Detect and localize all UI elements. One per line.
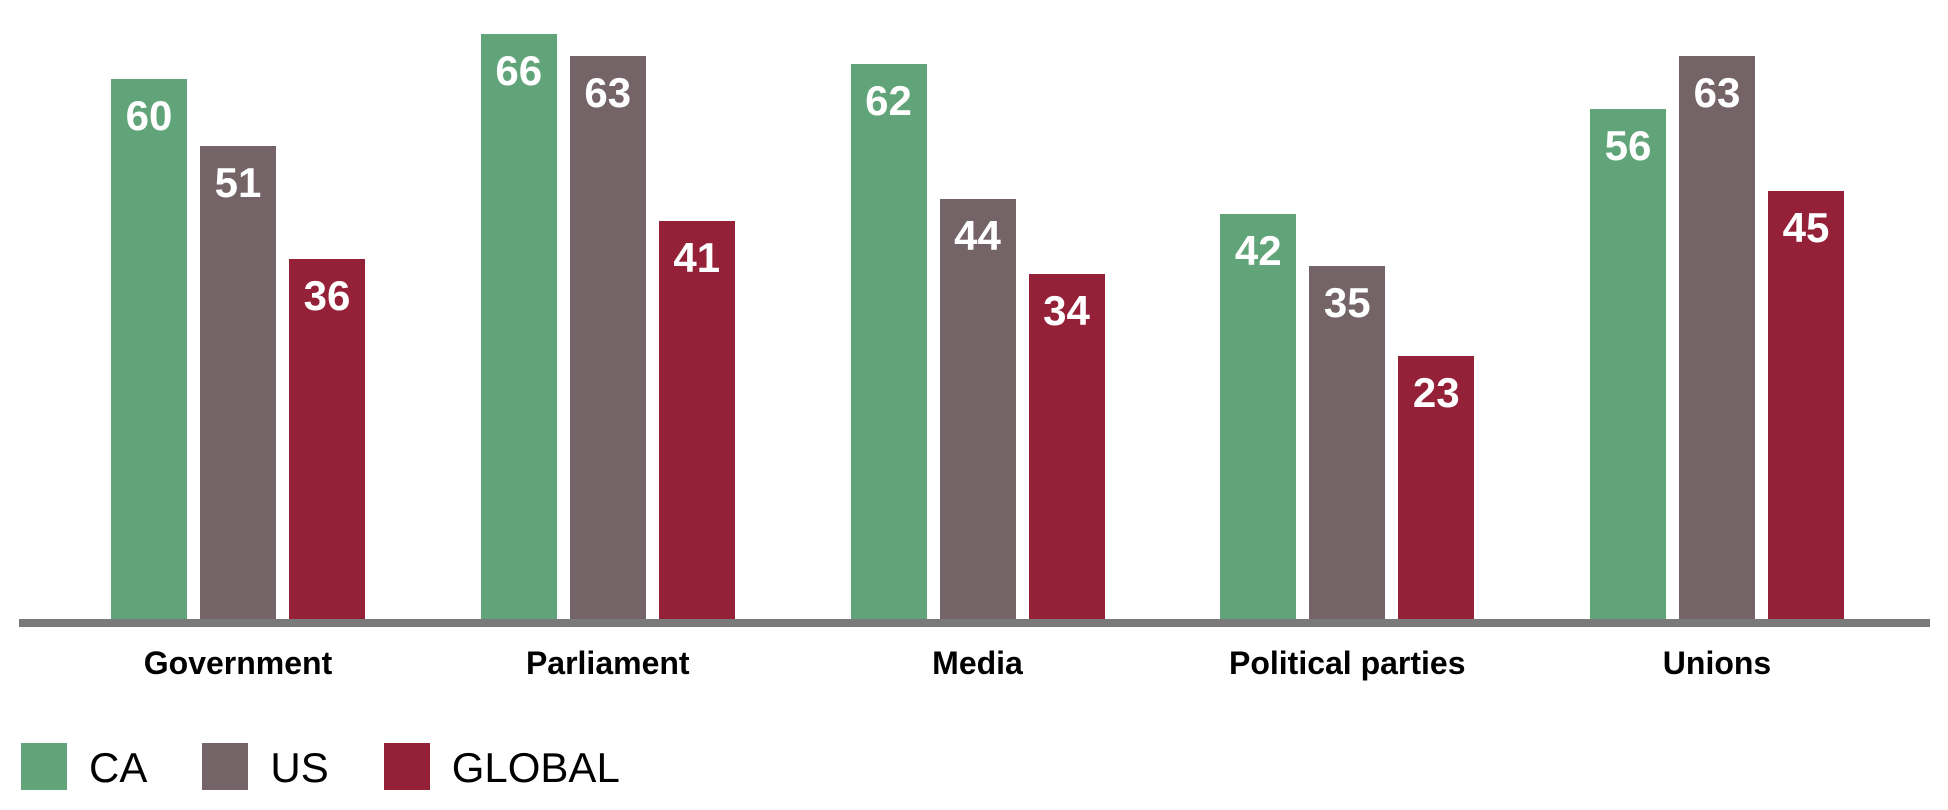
bar-global-unions: 45 <box>1768 191 1844 619</box>
category-label-unions: Unions <box>1662 645 1772 681</box>
bar-global-media: 34 <box>1028 274 1105 619</box>
category-label-government: Government <box>143 645 333 681</box>
bar-value-label: 60 <box>125 92 173 139</box>
bar-us-parliament: 63 <box>569 56 646 619</box>
bar-group-government: 60 51 36 <box>111 0 365 619</box>
bar-value-label: 35 <box>1323 279 1371 326</box>
bar-value-label: 63 <box>584 69 632 116</box>
bar-group-political-parties: 42 35 23 <box>1220 0 1475 619</box>
bar-value-label: 23 <box>1412 369 1460 416</box>
x-axis-line <box>19 619 1930 627</box>
bar-ca-unions: 56 <box>1590 109 1666 619</box>
legend-item-global: GLOBAL <box>383 743 620 791</box>
category-label-parliament: Parliament <box>525 645 690 681</box>
legend-swatch-global <box>383 743 430 790</box>
legend-label-global: GLOBAL <box>451 743 620 791</box>
bar-ca-media: 62 <box>850 64 927 619</box>
bar-group-unions: 56 63 45 <box>1590 0 1844 619</box>
bar-ca-government: 60 <box>111 79 187 619</box>
bar-value-label: 51 <box>214 159 262 206</box>
legend: CA US GLOBAL <box>21 743 620 790</box>
bar-ca-parliament: 66 <box>480 34 557 619</box>
bar-global-political-parties: 23 <box>1398 356 1475 619</box>
legend-item-ca: CA <box>21 743 147 790</box>
bar-value-label: 62 <box>865 77 912 124</box>
category-label-row: Government Parliament Media Political parti… <box>0 641 1948 686</box>
bar-value-label: 36 <box>303 272 351 319</box>
legend-label-ca: CA <box>89 743 148 791</box>
bar-value-label: 63 <box>1693 69 1741 116</box>
bar-us-media: 44 <box>939 199 1016 619</box>
category-label-political-parties: Political parties <box>1228 645 1466 681</box>
legend-swatch-ca <box>21 743 67 790</box>
bar-value-label: 34 <box>1043 287 1090 334</box>
bar-value-label: 44 <box>954 212 1001 259</box>
bar-global-parliament: 41 <box>658 221 735 619</box>
bar-value-label: 42 <box>1234 227 1282 274</box>
legend-swatch-us <box>202 743 249 790</box>
legend-label-us: US <box>270 743 329 791</box>
bar-us-government: 51 <box>200 146 276 619</box>
plot-area: 60 51 36 66 63 41 62 44 34 42 35 23 56 63 45 <box>111 0 1844 619</box>
bar-global-government: 36 <box>289 259 365 619</box>
bar-group-parliament: 66 63 41 <box>480 0 735 619</box>
bar-value-label: 41 <box>673 234 721 281</box>
bar-value-label: 56 <box>1604 122 1652 169</box>
bar-group-media: 62 44 34 <box>850 0 1105 619</box>
bar-us-political-parties: 35 <box>1309 266 1386 619</box>
bar-us-unions: 63 <box>1679 56 1755 619</box>
category-label-media: Media <box>932 645 1023 681</box>
bar-value-label: 66 <box>495 47 543 94</box>
bar-value-label: 45 <box>1782 204 1830 251</box>
legend-item-us: US <box>202 743 329 791</box>
bar-ca-political-parties: 42 <box>1220 214 1297 619</box>
